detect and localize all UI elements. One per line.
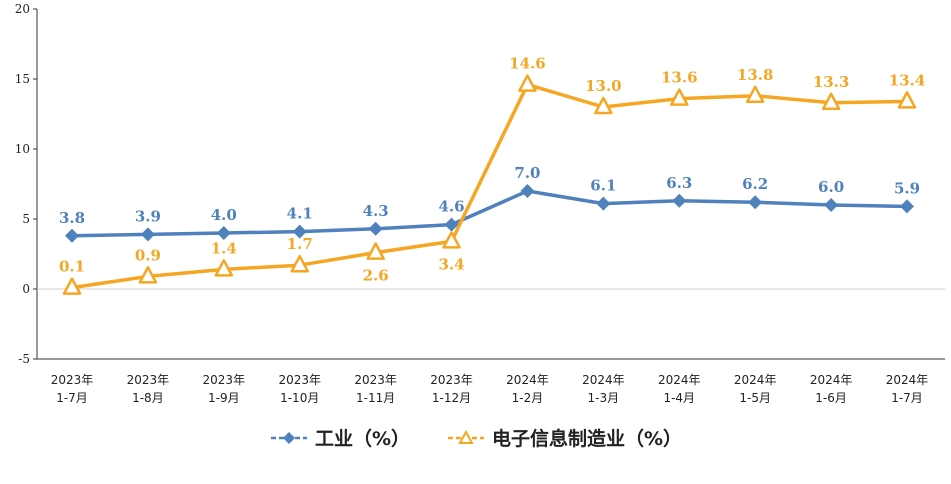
- series-lines: [62, 74, 917, 295]
- y-tick-label: 20: [15, 2, 30, 16]
- x-tick-label: 2023年 1-7月: [51, 373, 94, 405]
- data-label-industry: 7.0: [514, 164, 540, 182]
- x-tick-labels: 2023年 1-7月 2023年 1-8月 2023年 1-9月 2023年 1-10月 202…: [51, 373, 929, 405]
- data-point-diamond: [368, 221, 383, 236]
- data-point-diamond: [824, 198, 839, 212]
- legend-label-electronics: 电子信息制造业（%）: [492, 428, 683, 450]
- data-point-triangle: [897, 91, 917, 109]
- x-tick-label: 2024年 1-5月: [734, 373, 777, 405]
- data-point-diamond: [596, 196, 611, 211]
- data-label-electronics: 2.6: [363, 267, 389, 285]
- data-point-triangle: [442, 231, 461, 249]
- legend: 工业（%） 电子信息制造业（%）: [0, 424, 951, 451]
- data-label-industry: 6.0: [818, 178, 844, 196]
- axes: [33, 8, 945, 360]
- legend-label-industry: 工业（%）: [314, 428, 410, 450]
- x-tick-label: 2023年 1-11月: [354, 373, 397, 405]
- x-tick-label: 2024年 1-6月: [810, 373, 853, 405]
- data-point-triangle: [745, 85, 765, 104]
- data-point-triangle: [594, 96, 613, 115]
- data-label-electronics: 0.9: [135, 246, 161, 264]
- data-point-diamond: [292, 224, 307, 239]
- y-tick-label: 10: [15, 142, 30, 156]
- data-label-electronics: 13.0: [585, 77, 622, 95]
- data-label-industry: 4.6: [438, 198, 464, 216]
- x-tick-label: 2023年 1-9月: [203, 373, 246, 405]
- data-label-industry: 4.0: [211, 206, 237, 224]
- data-point-diamond: [216, 226, 231, 240]
- data-point-triangle: [214, 259, 234, 277]
- y-tick-label: 15: [15, 72, 30, 86]
- x-tick-label: 2024年 1-7月: [886, 373, 929, 405]
- data-point-diamond: [140, 227, 155, 242]
- data-point-diamond: [748, 195, 763, 210]
- data-point-triangle: [366, 242, 385, 260]
- data-label-electronics: 13.3: [813, 73, 850, 91]
- data-point-diamond: [900, 199, 914, 214]
- y-tick-labels: -5 0 5 10 15 20: [15, 2, 30, 366]
- data-point-diamond: [672, 193, 687, 208]
- y-tick-label: 0: [22, 282, 30, 296]
- data-point-triangle: [670, 88, 689, 106]
- x-tick-label: 2023年 1-10月: [278, 373, 321, 405]
- data-label-electronics: 13.8: [737, 66, 774, 84]
- data-point-triangle: [821, 92, 841, 111]
- x-tick-label: 2024年 1-4月: [658, 373, 701, 405]
- data-point-triangle: [138, 266, 158, 284]
- data-label-electronics: 14.6: [509, 55, 546, 73]
- data-point-triangle: [290, 254, 309, 273]
- data-label-industry: 4.1: [287, 205, 313, 223]
- data-point-triangle: [62, 277, 82, 295]
- data-label-electronics: 0.1: [59, 258, 85, 276]
- data-labels: 3.8 3.9 4.0 4.1 4.3 4.6 7.0 6.1 6.3 6.2 6.0 5.9 0.1 0…: [59, 55, 925, 285]
- data-point-diamond: [444, 217, 459, 232]
- legend-diamond-marker-icon: [270, 431, 307, 444]
- data-point-diamond: [520, 184, 535, 198]
- data-label-electronics: 13.4: [889, 71, 926, 89]
- data-label-electronics: 13.6: [661, 69, 698, 87]
- data-label-industry: 5.9: [894, 179, 920, 197]
- y-tick-label: 5: [22, 212, 30, 226]
- series-line-0: [71, 189, 908, 238]
- data-label-industry: 3.9: [135, 207, 161, 225]
- data-label-industry: 3.8: [59, 209, 85, 227]
- data-label-electronics: 1.7: [287, 235, 313, 253]
- x-tick-label: 2024年 1-3月: [582, 373, 625, 405]
- data-point-triangle: [518, 74, 537, 92]
- data-label-electronics: 1.4: [211, 239, 237, 257]
- y-tick-label: -5: [18, 352, 30, 366]
- data-label-industry: 6.1: [590, 177, 616, 195]
- x-tick-label: 2023年 1-8月: [127, 373, 170, 405]
- data-point-diamond: [65, 228, 79, 243]
- x-tick-label: 2024年 1-2月: [506, 373, 549, 405]
- data-label-industry: 6.3: [666, 174, 692, 192]
- series-line-1: [71, 82, 908, 290]
- data-label-industry: 4.3: [363, 202, 389, 220]
- data-label-industry: 6.2: [742, 175, 768, 193]
- legend-item-electronics[interactable]: 电子信息制造业（%）: [446, 424, 682, 451]
- data-label-electronics: 3.4: [438, 255, 464, 273]
- legend-item-industry[interactable]: 工业（%）: [269, 424, 410, 451]
- legend-triangle-marker-icon: [448, 429, 484, 444]
- x-tick-label: 2023年 1-12月: [430, 373, 473, 405]
